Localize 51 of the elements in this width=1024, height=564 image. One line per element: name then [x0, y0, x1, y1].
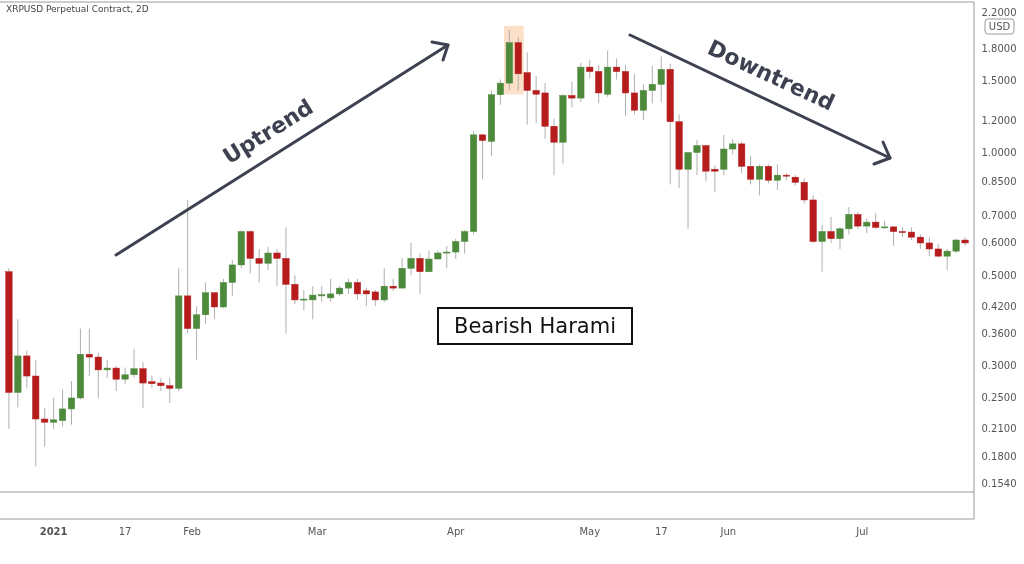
- y-tick-label: 0.3000: [981, 360, 1017, 372]
- y-tick-label: 0.1540: [981, 478, 1017, 490]
- candlestick: [827, 216, 835, 244]
- x-tick-label: 2021: [39, 525, 68, 537]
- x-tick-label: Mar: [307, 525, 328, 537]
- chart-title: XRPUSD Perpetual Contract, 2D: [6, 4, 149, 14]
- candlestick: [630, 73, 638, 115]
- y-tick-label: 1.2000: [981, 114, 1017, 126]
- candlestick: [622, 64, 629, 117]
- candlestick: [50, 397, 58, 430]
- y-tick-label: 1.8000: [981, 42, 1017, 54]
- y-tick-label: 0.2100: [981, 423, 1017, 435]
- candlestick: [818, 224, 826, 273]
- y-tick-label: 0.1800: [981, 450, 1017, 462]
- x-tick-label: 17: [654, 525, 668, 537]
- candlestick: [479, 133, 486, 180]
- candlestick: [416, 253, 424, 295]
- y-tick-label: 2.2000: [981, 7, 1017, 19]
- candlestick: [59, 389, 67, 427]
- candlestick: [353, 278, 361, 301]
- candlestick: [68, 380, 75, 426]
- annotation: Bearish Harami: [453, 314, 617, 339]
- candlestick: [264, 246, 272, 271]
- y-axis-title: USD: [988, 21, 1011, 32]
- candlestick: [380, 267, 388, 303]
- y-tick-label: 0.8500: [981, 175, 1017, 187]
- candlestick: [193, 305, 201, 361]
- y-tick-label: 0.6000: [981, 237, 1017, 249]
- candlestick: [568, 81, 576, 108]
- x-tick-label: 17: [118, 525, 132, 537]
- x-tick-label: Feb: [183, 525, 201, 537]
- candlestick: [756, 163, 764, 196]
- y-tick-label: 0.3600: [981, 327, 1017, 339]
- candlestick: [103, 359, 111, 379]
- y-tick-label: 0.4200: [981, 300, 1017, 312]
- candlestick: [613, 58, 621, 81]
- y-tick-label: 0.2500: [981, 392, 1017, 404]
- y-tick-label: 1.0000: [981, 147, 1017, 159]
- candlestick: [202, 281, 209, 325]
- x-tick-label: Apr: [447, 525, 466, 537]
- x-tick-label: May: [579, 525, 601, 537]
- y-tick-label: 1.5000: [981, 75, 1017, 87]
- candlestick: [890, 225, 898, 247]
- y-tick-label: 0.7000: [981, 210, 1017, 222]
- x-tick-label: Jun: [719, 525, 737, 537]
- y-tick-label: 0.5000: [981, 269, 1017, 281]
- candlestick: [765, 163, 772, 184]
- x-tick-label: Jul: [855, 525, 869, 537]
- candlestick: [210, 291, 218, 320]
- candlestick: [112, 365, 120, 392]
- candlestick: [773, 163, 781, 191]
